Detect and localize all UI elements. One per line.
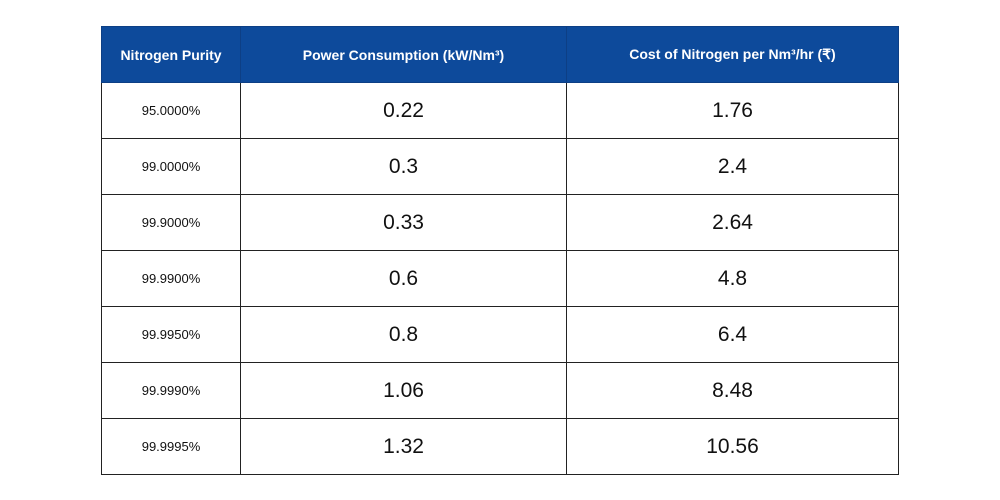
cost-cell: 2.64: [566, 194, 899, 251]
power-cell: 1.32: [240, 418, 567, 475]
table-row: 99.9900% 0.6 4.8: [101, 250, 899, 307]
purity-cell: 99.9950%: [101, 306, 241, 363]
power-cell: 1.06: [240, 362, 567, 419]
header-cost-of-nitrogen: Cost of Nitrogen per Nm³/hr (₹): [566, 26, 899, 83]
table-row: 99.0000% 0.3 2.4: [101, 138, 899, 195]
cost-cell: 6.4: [566, 306, 899, 363]
table-row: 99.9950% 0.8 6.4: [101, 306, 899, 363]
purity-cell: 99.9990%: [101, 362, 241, 419]
table-row: 95.0000% 0.22 1.76: [101, 82, 899, 139]
power-cell: 0.6: [240, 250, 567, 307]
cost-cell: 2.4: [566, 138, 899, 195]
power-cell: 0.33: [240, 194, 567, 251]
purity-cell: 95.0000%: [101, 82, 241, 139]
header-row: Nitrogen Purity Power Consumption (kW/Nm…: [101, 26, 899, 83]
purity-cell: 99.0000%: [101, 138, 241, 195]
cost-cell: 8.48: [566, 362, 899, 419]
purity-cell: 99.9995%: [101, 418, 241, 475]
purity-cell: 99.9900%: [101, 250, 241, 307]
cost-cell: 4.8: [566, 250, 899, 307]
table-row: 99.9000% 0.33 2.64: [101, 194, 899, 251]
cost-cell: 10.56: [566, 418, 899, 475]
power-cell: 0.22: [240, 82, 567, 139]
nitrogen-table: Nitrogen Purity Power Consumption (kW/Nm…: [101, 26, 899, 475]
header-power-consumption: Power Consumption (kW/Nm³): [240, 26, 567, 83]
table-row: 99.9995% 1.32 10.56: [101, 418, 899, 475]
header-nitrogen-purity: Nitrogen Purity: [101, 26, 241, 83]
power-cell: 0.3: [240, 138, 567, 195]
purity-cell: 99.9000%: [101, 194, 241, 251]
cost-cell: 1.76: [566, 82, 899, 139]
table-row: 99.9990% 1.06 8.48: [101, 362, 899, 419]
power-cell: 0.8: [240, 306, 567, 363]
